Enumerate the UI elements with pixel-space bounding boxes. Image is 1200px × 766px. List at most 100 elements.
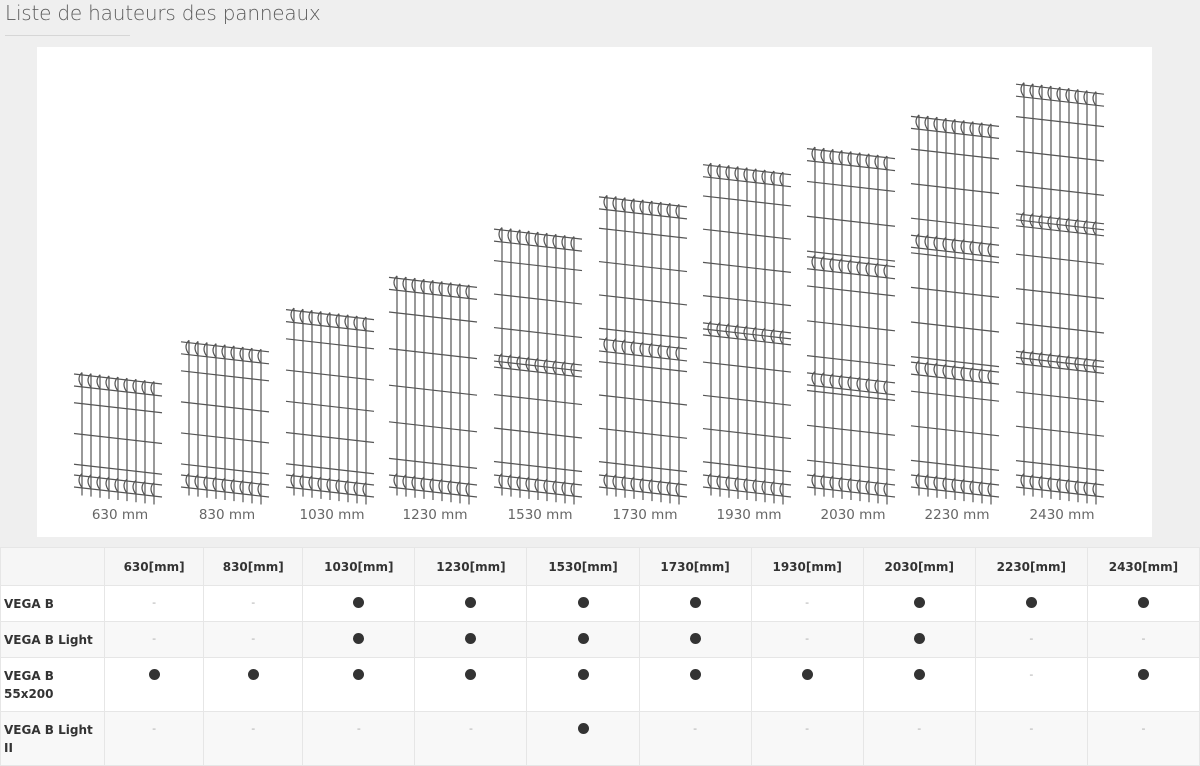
availability-cell <box>862 657 976 712</box>
unavailable-dash: - <box>917 722 922 735</box>
panel-height-label: 2430 mm <box>1030 507 1095 523</box>
fence-panel <box>598 194 688 505</box>
availability-table: 630[mm] 830[mm] 1030[mm] 1230[mm] 1530[mm] 17… <box>0 547 1200 766</box>
availability-cell <box>203 657 304 712</box>
available-dot-icon <box>913 597 925 608</box>
column-header: 1230[mm] <box>414 547 528 586</box>
availability-cell: - <box>750 711 864 766</box>
unavailable-dash: - <box>152 722 157 735</box>
panel-height-label: 1230 mm <box>403 507 468 523</box>
panel-height-label: 630 mm <box>92 507 148 523</box>
availability-cell <box>302 585 416 622</box>
unavailable-dash: - <box>1141 632 1146 645</box>
available-dot-icon <box>1025 597 1037 608</box>
availability-cell: - <box>103 621 205 658</box>
title-underline <box>5 35 130 36</box>
availability-cell: - <box>203 621 304 658</box>
available-dot-icon <box>913 633 925 644</box>
unavailable-dash: - <box>251 596 256 609</box>
available-dot-icon <box>353 633 365 644</box>
fence-panel <box>493 227 583 505</box>
product-name: VEGA B Light II <box>0 711 105 766</box>
available-dot-icon <box>1137 597 1149 608</box>
availability-cell <box>526 711 640 766</box>
availability-cell: - <box>974 657 1088 712</box>
panel-height-label: 1930 mm <box>717 507 782 523</box>
unavailable-dash: - <box>805 632 810 645</box>
unavailable-dash: - <box>805 722 810 735</box>
availability-cell: - <box>974 621 1088 658</box>
unavailable-dash: - <box>1029 632 1034 645</box>
unavailable-dash: - <box>1029 722 1034 735</box>
available-dot-icon <box>577 723 589 734</box>
panel-heights-illustration: 630 mm 830 mm 1030 mm 1230 mm 1530 mm 1730 mm… <box>37 47 1152 537</box>
table-header-row: 630[mm] 830[mm] 1030[mm] 1230[mm] 1530[mm] 17… <box>0 547 1200 586</box>
unavailable-dash: - <box>251 632 256 645</box>
availability-cell: - <box>103 585 205 622</box>
corner-cell <box>0 547 105 586</box>
availability-cell: - <box>302 711 416 766</box>
availability-cell: - <box>203 585 304 622</box>
product-name: VEGA B Light <box>0 621 105 658</box>
available-dot-icon <box>577 633 589 644</box>
available-dot-icon <box>465 633 477 644</box>
fence-panel <box>388 275 478 505</box>
available-dot-icon <box>913 669 925 680</box>
availability-cell: - <box>1086 711 1200 766</box>
column-header: 2430[mm] <box>1086 547 1200 586</box>
availability-cell <box>103 657 205 712</box>
available-dot-icon <box>689 633 701 644</box>
panel-height-label: 830 mm <box>199 507 255 523</box>
column-header: 1030[mm] <box>302 547 416 586</box>
availability-cell <box>526 621 640 658</box>
availability-cell: - <box>203 711 304 766</box>
available-dot-icon <box>1137 669 1149 680</box>
panel-height-label: 1030 mm <box>300 507 365 523</box>
availability-cell <box>862 621 976 658</box>
fence-panel <box>73 372 163 505</box>
availability-cell: - <box>974 711 1088 766</box>
availability-cell <box>414 585 528 622</box>
column-header: 2030[mm] <box>862 547 976 586</box>
availability-cell <box>750 657 864 712</box>
availability-cell <box>638 585 752 622</box>
unavailable-dash: - <box>152 632 157 645</box>
availability-cell: - <box>750 585 864 622</box>
availability-cell <box>638 657 752 712</box>
availability-cell: - <box>638 711 752 766</box>
table-row: VEGA B - - - <box>0 585 1200 622</box>
available-dot-icon <box>247 669 259 680</box>
fence-panel <box>702 162 792 505</box>
panel-height-label: 2030 mm <box>821 507 886 523</box>
availability-cell <box>414 621 528 658</box>
panel-height-label: 2230 mm <box>925 507 990 523</box>
availability-cell <box>302 657 416 712</box>
availability-cell: - <box>862 711 976 766</box>
unavailable-dash: - <box>468 722 473 735</box>
column-header: 630[mm] <box>103 547 205 586</box>
unavailable-dash: - <box>1141 722 1146 735</box>
availability-cell <box>1086 585 1200 622</box>
column-header: 2230[mm] <box>974 547 1088 586</box>
availability-cell <box>302 621 416 658</box>
availability-cell <box>526 657 640 712</box>
available-dot-icon <box>577 669 589 680</box>
available-dot-icon <box>465 669 477 680</box>
table-row: VEGA B Light II - - - - - - - - - <box>0 711 1200 766</box>
column-header: 1730[mm] <box>638 547 752 586</box>
available-dot-icon <box>801 669 813 680</box>
unavailable-dash: - <box>693 722 698 735</box>
available-dot-icon <box>353 597 365 608</box>
product-name: VEGA B 55x200 <box>0 657 105 712</box>
availability-cell <box>526 585 640 622</box>
unavailable-dash: - <box>1029 668 1034 681</box>
fence-panel <box>180 339 270 505</box>
availability-cell: - <box>750 621 864 658</box>
available-dot-icon <box>148 669 160 680</box>
availability-cell: - <box>1086 621 1200 658</box>
product-name: VEGA B <box>0 585 105 622</box>
availability-cell <box>638 621 752 658</box>
panel-height-label: 1730 mm <box>613 507 678 523</box>
fence-panel <box>910 114 1000 505</box>
column-header: 1930[mm] <box>750 547 864 586</box>
